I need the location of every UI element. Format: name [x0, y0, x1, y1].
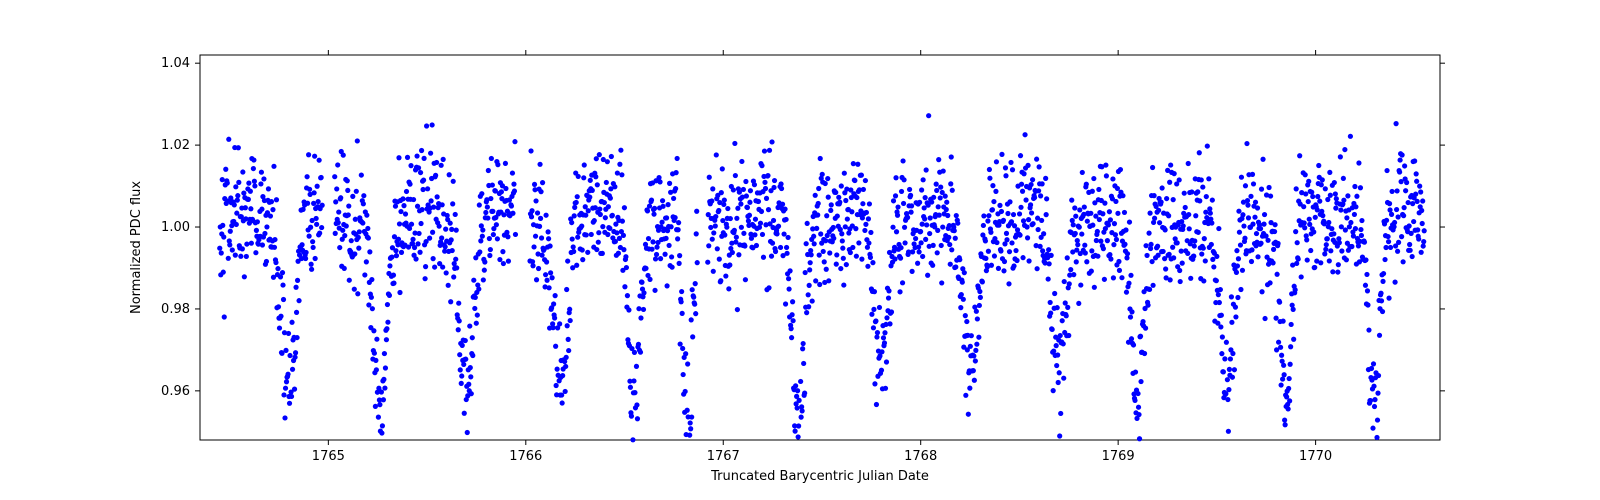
plot-area	[200, 55, 1440, 440]
y-tick-label: 1.00	[161, 220, 190, 235]
x-tick-label: 1765	[312, 449, 345, 464]
chart-container: 1765 1766 1767 1768 1769 1770 0.96 0.98 1.00 1.02…	[0, 0, 1600, 500]
x-tick-label: 1770	[1299, 449, 1332, 464]
x-tick-label: 1767	[707, 449, 740, 464]
scatter-chart: 1765 1766 1767 1768 1769 1770 0.96 0.98 1.00 1.02…	[0, 0, 1600, 500]
x-tick-label: 1768	[904, 449, 937, 464]
y-tick-label: 0.98	[161, 302, 190, 317]
x-tick-label: 1769	[1102, 449, 1135, 464]
x-tick-label: 1766	[509, 449, 542, 464]
x-axis-label: Truncated Barycentric Julian Date	[710, 469, 929, 484]
y-tick-label: 1.04	[161, 56, 190, 71]
y-tick-label: 0.96	[161, 384, 190, 399]
y-axis-label: Normalized PDC flux	[129, 181, 144, 314]
y-tick-label: 1.02	[161, 138, 190, 153]
